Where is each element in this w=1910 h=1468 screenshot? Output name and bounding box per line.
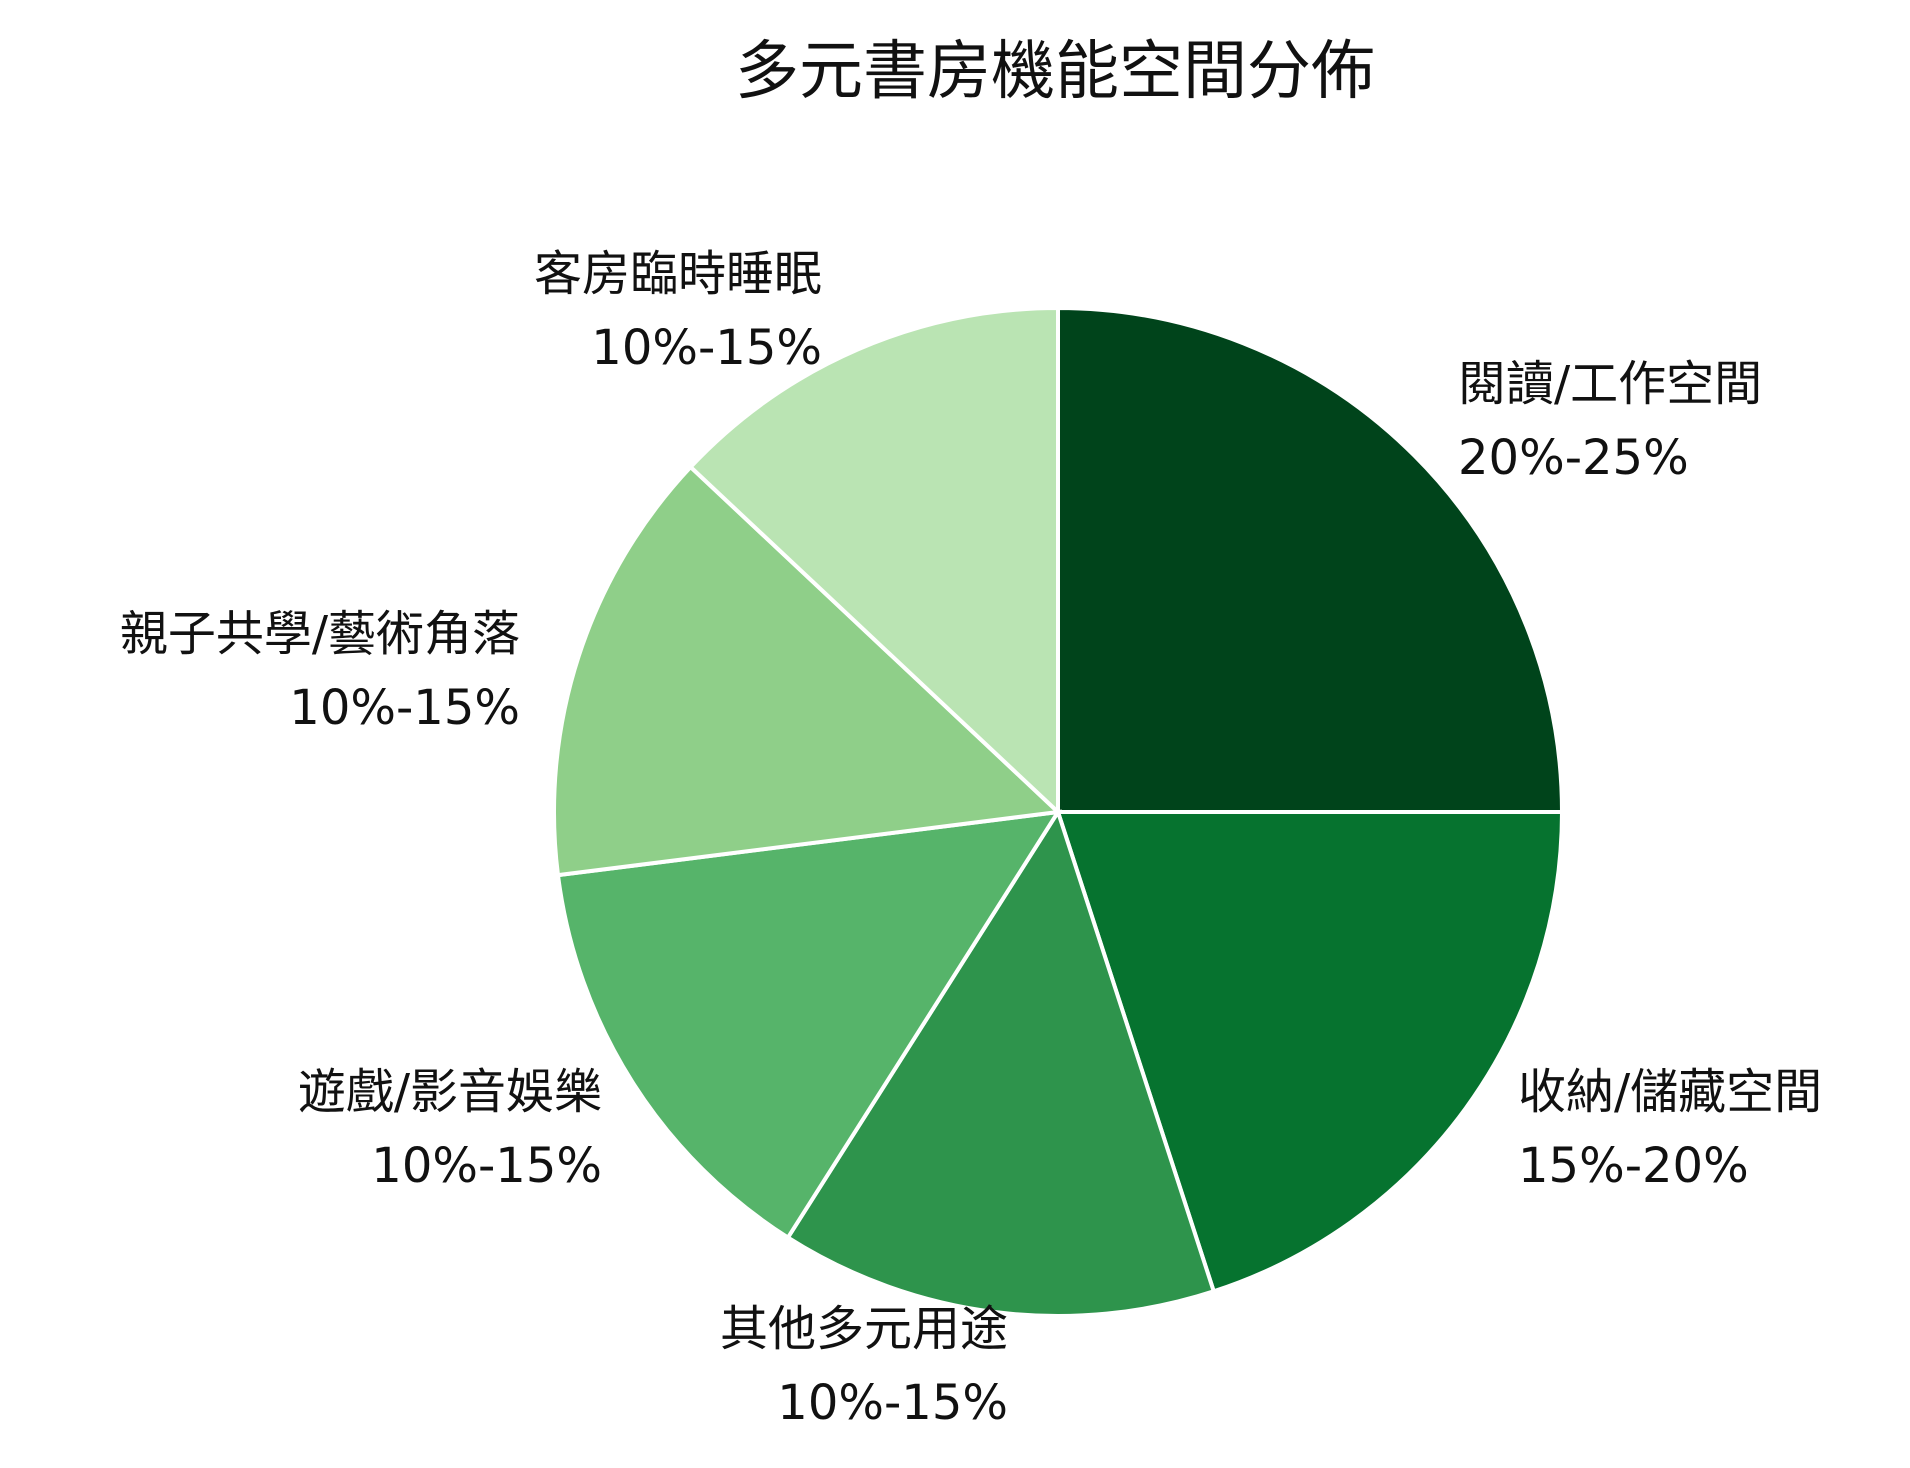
slice-label: 收納/儲藏空間 <box>1518 1064 1822 1120</box>
pie-slice <box>1055 810 1565 1294</box>
pie-slice <box>552 464 1063 878</box>
slice-range-label: 10%-15% <box>371 1138 602 1194</box>
slice-label: 遊戲/影音娛樂 <box>298 1064 602 1120</box>
slice-label: 閱讀/工作空間 <box>1458 356 1762 412</box>
slice-label: 客房臨時睡眠 <box>534 246 822 302</box>
slice-range-label: 15%-20% <box>1518 1138 1749 1194</box>
pie-slice <box>555 809 1062 1241</box>
pie-labels: 閱讀/工作空間 20%-25% 收納/儲藏空間 15%-20% 其他多元用途 10%-15… <box>120 246 1822 1431</box>
pie-slices <box>552 305 1565 1318</box>
pie-slice <box>687 305 1060 817</box>
slice-range-label: 10%-15% <box>591 320 822 376</box>
slice-range-label: 20%-25% <box>1458 430 1689 486</box>
slice-range-label: 10%-15% <box>289 680 520 736</box>
chart-title: 多元書房機能空間分佈 <box>735 35 1375 109</box>
slice-label: 親子共學/藝術角落 <box>120 606 520 662</box>
slice-label: 其他多元用途 <box>720 1301 1008 1357</box>
pie-slice <box>785 807 1217 1318</box>
pie-slice <box>1056 305 1565 814</box>
slice-range-label: 10%-15% <box>777 1375 1008 1431</box>
